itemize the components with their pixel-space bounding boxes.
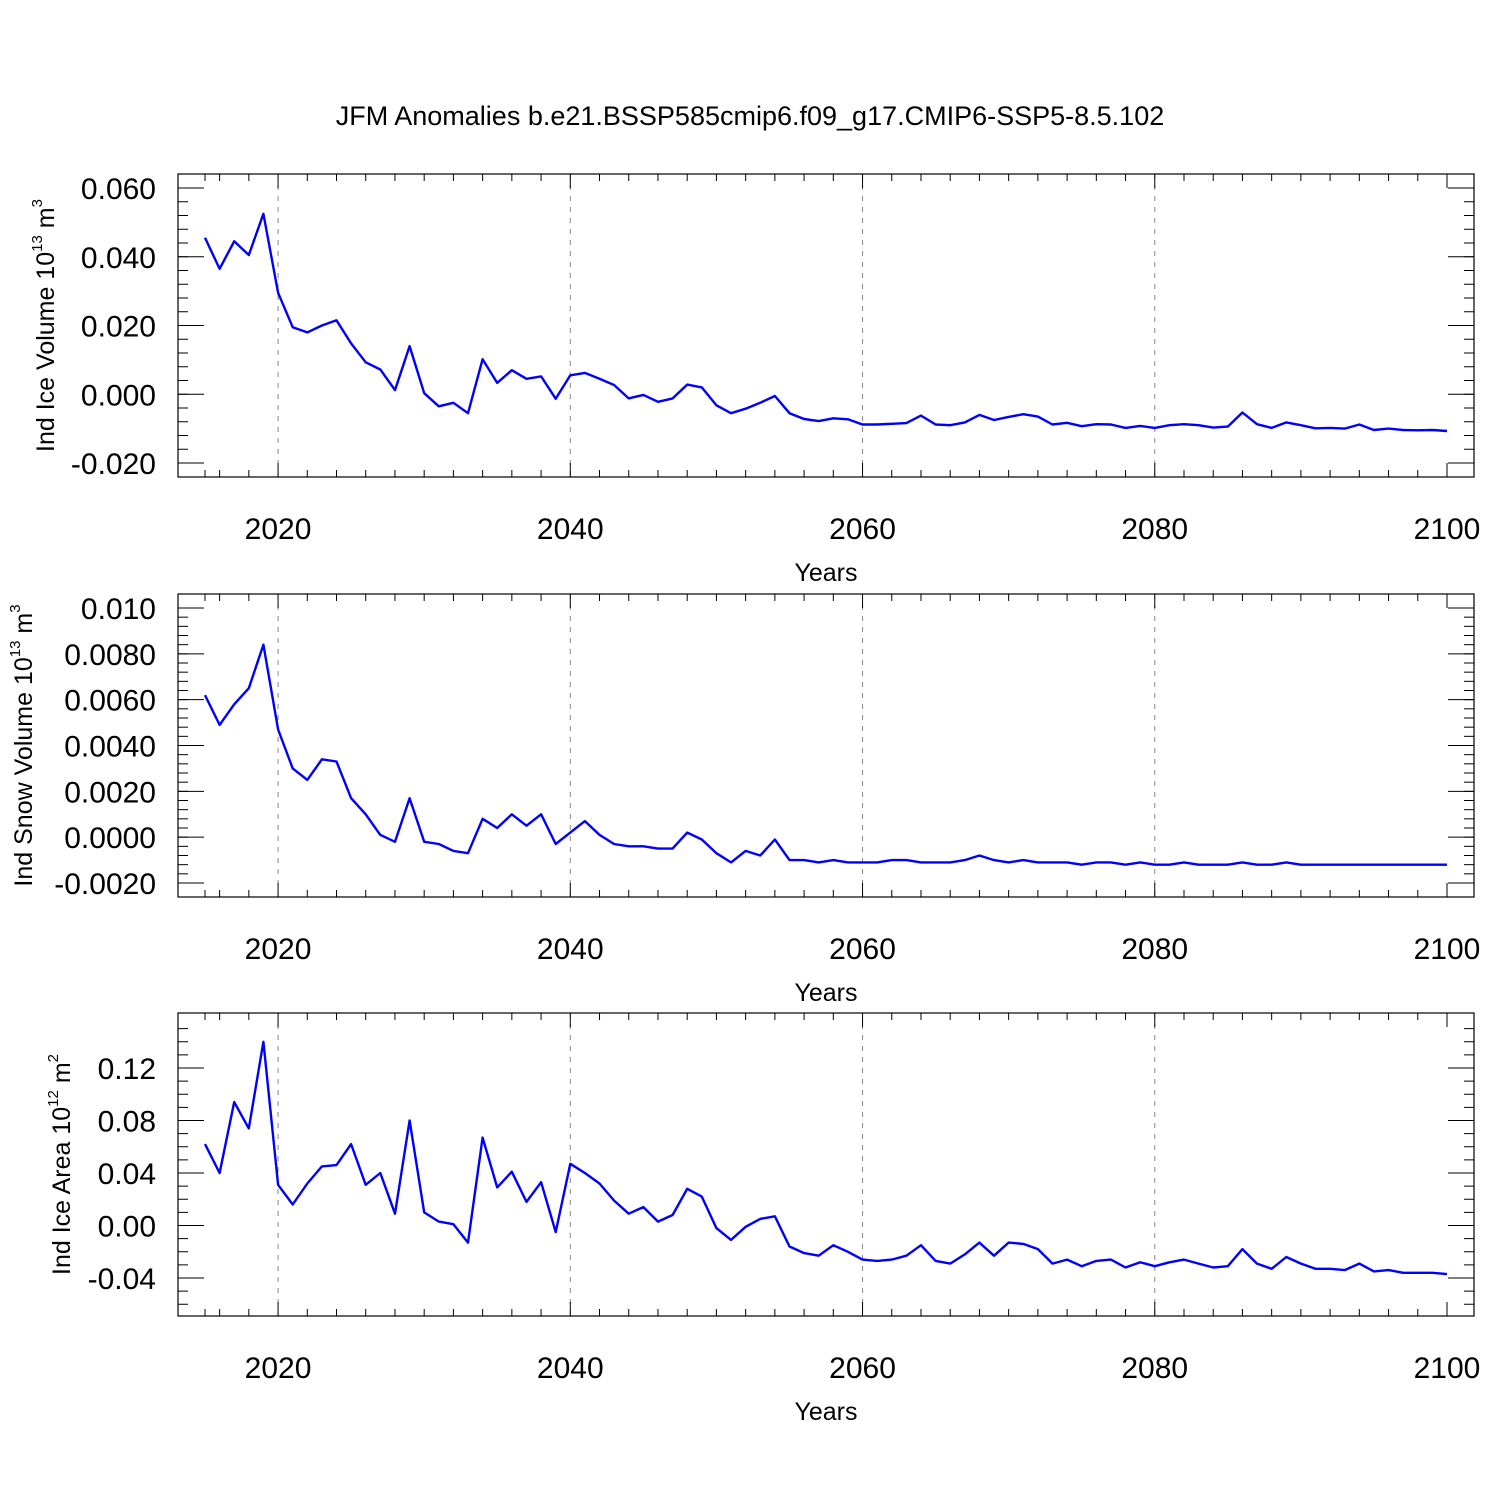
chart-title: JFM Anomalies b.e21.BSSP585cmip6.f09_g17… xyxy=(336,101,1164,131)
x-tick-label: 2100 xyxy=(1414,513,1481,546)
x-tick-label: 2040 xyxy=(537,1352,604,1385)
y-axis-label-unit-exponent: 2 xyxy=(45,1054,62,1062)
x-tick-label: 2040 xyxy=(537,513,604,546)
y-tick-label: -0.020 xyxy=(71,448,156,481)
y-tick-label: 0.020 xyxy=(81,311,156,344)
y-tick-label: 0.12 xyxy=(98,1053,156,1086)
y-axis-label-text: Ind Ice Volume 10 xyxy=(32,252,60,452)
y-tick-label: 0.0020 xyxy=(64,776,156,809)
y-tick-label: 0.0060 xyxy=(64,685,156,718)
x-tick-label: 2040 xyxy=(537,933,604,966)
y-axis-label: Ind Ice Volume 1013 m3 xyxy=(29,199,60,452)
y-axis-label-unit: m xyxy=(10,613,38,641)
y-tick-label: -0.04 xyxy=(88,1263,156,1296)
x-tick-label: 2060 xyxy=(829,513,896,546)
data-series-line xyxy=(203,1040,1448,1276)
x-tick-label: 2080 xyxy=(1121,933,1188,966)
x-tick-label: 2060 xyxy=(829,933,896,966)
y-tick-label: 0.00 xyxy=(98,1211,156,1244)
panel-2: -0.0020 0.0000 0.0020 0.0040 0.0060 0.0080 0.0… xyxy=(7,593,1480,1007)
x-axis-label: Years xyxy=(794,559,857,587)
y-axis-label-unit: m xyxy=(32,207,60,235)
data-series-line xyxy=(203,212,1448,433)
y-axis-label: Ind Snow Volume 1013 m3 xyxy=(7,604,38,886)
x-tick-label: 2020 xyxy=(245,933,312,966)
y-tick-label: -0.0020 xyxy=(54,868,156,901)
y-axis-label-exponent: 13 xyxy=(29,235,46,252)
plot-frame xyxy=(177,173,1475,478)
x-tick-label: 2080 xyxy=(1121,1352,1188,1385)
x-axis-label: Years xyxy=(794,1398,857,1426)
y-tick-label: 0.08 xyxy=(98,1106,156,1139)
y-axis-label-exponent: 13 xyxy=(7,641,24,658)
y-axis-label: Ind Ice Area 1012 m2 xyxy=(45,1054,76,1275)
data-series-line xyxy=(203,643,1447,866)
y-axis-label-text: Ind Ice Area 10 xyxy=(48,1107,76,1275)
x-tick-label: 2020 xyxy=(245,513,312,546)
x-tick-label: 2100 xyxy=(1414,1352,1481,1385)
y-tick-label: 0.04 xyxy=(98,1158,156,1191)
plot-frame xyxy=(177,593,1475,898)
y-axis-label-exponent: 12 xyxy=(45,1090,62,1107)
y-tick-label: 0.040 xyxy=(81,242,156,275)
y-tick-label: 0.010 xyxy=(81,593,156,626)
x-axis-label: Years xyxy=(794,979,857,1007)
y-axis-label-text: Ind Snow Volume 10 xyxy=(10,657,38,886)
x-tick-label: 2100 xyxy=(1414,933,1481,966)
y-axis-label-unit-exponent: 3 xyxy=(29,199,46,207)
x-tick-label: 2060 xyxy=(829,1352,896,1385)
y-tick-label: 0.060 xyxy=(81,173,156,206)
x-tick-label: 2080 xyxy=(1121,513,1188,546)
y-axis-label-unit-exponent: 3 xyxy=(7,604,24,612)
x-tick-label: 2020 xyxy=(245,1352,312,1385)
panel-3: -0.04 0.00 0.04 0.08 0.12 2020 2040 2060 2080 210… xyxy=(45,1012,1481,1426)
y-axis-label-unit: m xyxy=(48,1062,76,1090)
y-tick-label: 0.0000 xyxy=(64,822,156,855)
plot-frame xyxy=(177,1012,1475,1317)
y-tick-label: 0.0080 xyxy=(64,639,156,672)
y-tick-label: 0.0040 xyxy=(64,731,156,764)
panel-1: -0.020 0.000 0.020 0.040 0.060 2020 2040 2060 20… xyxy=(29,173,1480,587)
y-tick-label: 0.000 xyxy=(81,379,156,412)
